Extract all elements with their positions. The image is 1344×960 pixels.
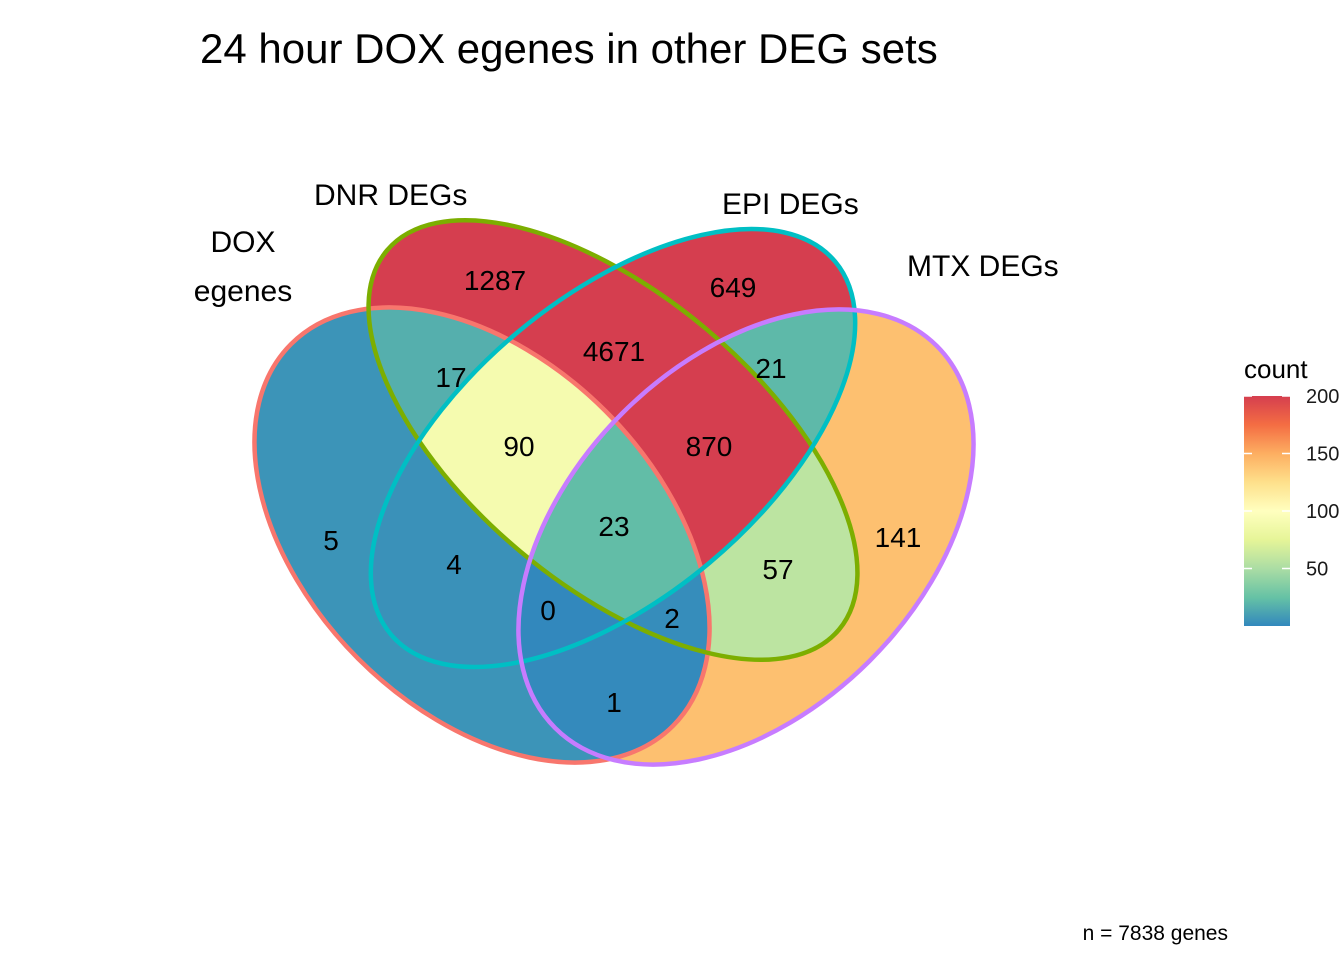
legend-tick-label: 50 — [1306, 559, 1328, 581]
set-label-a-line-2: egenes — [194, 275, 292, 308]
legend-ticks: 50 100 150 200 — [1244, 386, 1339, 581]
region-count-ab: 17 — [435, 362, 466, 393]
set-label-a-line-1: DOX — [210, 226, 275, 259]
set-outline-a — [252, 305, 712, 765]
region-count-d: 141 — [875, 522, 922, 553]
region-count-ad: 1 — [606, 687, 622, 718]
region-count-bcd: 870 — [686, 431, 733, 462]
set-outline-d — [516, 307, 976, 767]
legend-tick-label: 150 — [1306, 444, 1339, 466]
legend-tick-label: 200 — [1306, 386, 1339, 408]
region-count-ac: 4 — [446, 549, 462, 580]
set-label-b-line-1: DNR DEGs — [314, 179, 467, 212]
set-outlines — [252, 217, 976, 767]
set-outline-c — [368, 226, 858, 670]
region-count-abcd: 23 — [598, 511, 629, 542]
region-count-cd: 21 — [755, 353, 786, 384]
region-count-a: 5 — [323, 525, 339, 556]
chart-title: 24 hour DOX egenes in other DEG sets — [200, 25, 938, 72]
color-legend: count 50 100 150 200 — [1244, 354, 1339, 626]
region-count-c: 649 — [710, 272, 757, 303]
legend-title: count — [1244, 354, 1308, 384]
region-count-abc: 90 — [503, 431, 534, 462]
set-label-c-line-1: EPI DEGs — [722, 188, 859, 221]
region-count-abd: 2 — [664, 603, 680, 634]
region-count-bc: 4671 — [583, 336, 645, 367]
region-count-b: 1287 — [464, 265, 526, 296]
set-outline-b — [366, 217, 860, 663]
set-label-d-line-1: MTX DEGs — [907, 250, 1059, 283]
count-labels: 5 1287 649 141 17 4 1 4671 57 21 90 2 0 870 23 — [323, 265, 921, 718]
region-count-bd: 57 — [762, 554, 793, 585]
set-labels: DOX egenes DNR DEGs EPI DEGs MTX DEGs — [194, 179, 1059, 308]
legend-tick-label: 100 — [1306, 501, 1339, 523]
region-count-acd: 0 — [540, 595, 556, 626]
chart-caption: n = 7838 genes — [1083, 922, 1228, 945]
